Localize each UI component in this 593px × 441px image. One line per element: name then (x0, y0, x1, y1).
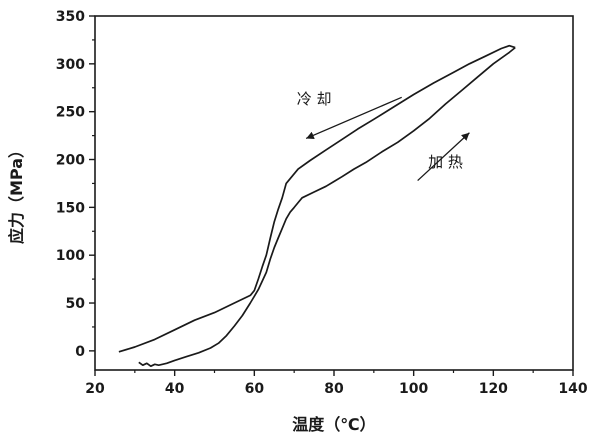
y-tick-label: 50 (66, 296, 86, 312)
series-layer (118, 44, 516, 368)
x-tick-label: 120 (479, 381, 508, 397)
y-tick-label: 150 (56, 200, 85, 216)
annotation-arrow (417, 132, 470, 182)
y-tick-label: 100 (56, 248, 85, 264)
x-tick-label: 140 (558, 381, 587, 397)
annotations-layer: 冷 却加 热 (297, 90, 470, 182)
series-line (118, 44, 516, 353)
x-tick-label: 40 (165, 381, 185, 397)
y-tick-label: 200 (56, 153, 85, 169)
y-tick-label: 0 (75, 344, 85, 360)
x-axis-label: 温度（℃） (291, 415, 375, 434)
annotation-arrow (305, 96, 402, 140)
axis-ticks: 20 40 60 80 100 120 140 0 50 100 150 200 250 300 350 (56, 9, 588, 397)
y-tick-label: 350 (56, 9, 85, 25)
series-line (138, 46, 516, 368)
x-tick-label: 20 (85, 381, 105, 397)
annotation-label: 冷 却 (297, 90, 332, 108)
y-axis-label: 应力（MPa） (7, 142, 26, 244)
x-tick-label: 100 (399, 381, 428, 397)
annotation-label: 加 热 (428, 153, 463, 171)
y-tick-label: 300 (56, 57, 85, 73)
plot-frame (94, 15, 574, 371)
x-tick-label: 80 (324, 381, 344, 397)
x-tick-label: 60 (245, 381, 265, 397)
y-tick-label: 250 (56, 105, 85, 121)
